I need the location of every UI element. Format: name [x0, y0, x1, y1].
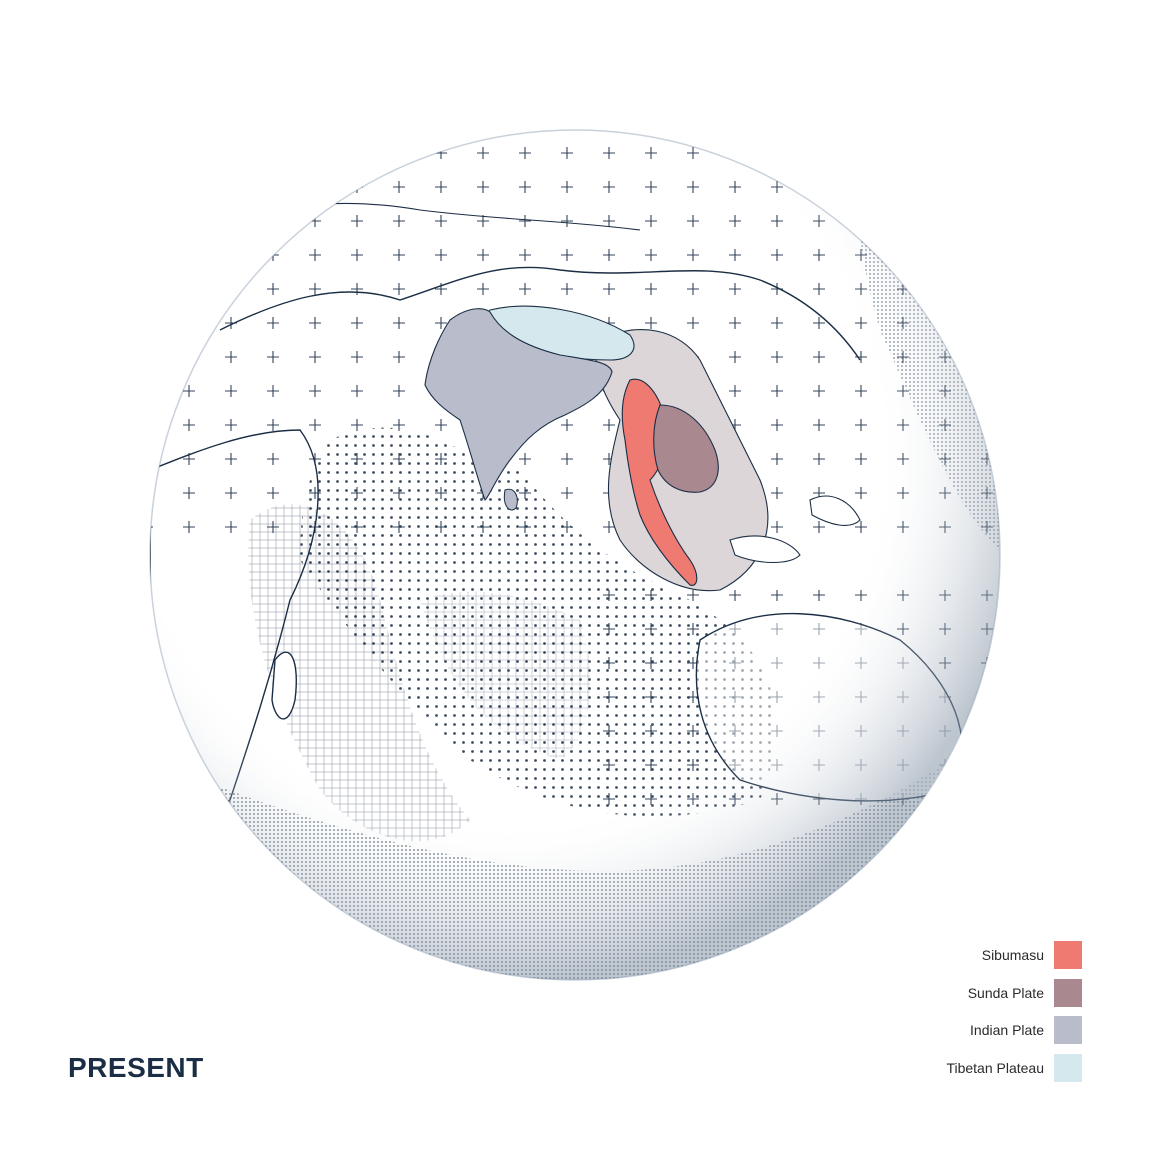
legend-item-indian-plate: Indian Plate	[822, 1015, 1082, 1045]
legend-item-sibumasu: Sibumasu	[822, 940, 1082, 970]
legend-label: Sunda Plate	[967, 984, 1044, 1001]
globe-shading	[150, 130, 1000, 980]
era-label: PRESENT	[68, 1052, 204, 1083]
legend: Sibumasu Sunda Plate Indian Plate Tibeta…	[822, 940, 1082, 1090]
legend-label: Tibetan Plateau	[946, 1059, 1044, 1076]
legend-label: Indian Plate	[970, 1022, 1044, 1038]
legend-swatch	[1054, 978, 1082, 1007]
legend-label: Sibumasu	[981, 947, 1044, 963]
legend-swatch	[1054, 941, 1082, 969]
legend-swatch	[1054, 1016, 1082, 1044]
legend-item-sunda-plate: Sunda Plate	[822, 978, 1082, 1008]
legend-swatch	[1054, 1053, 1082, 1082]
legend-item-tibetan-plateau: Tibetan Plateau	[822, 1053, 1082, 1083]
